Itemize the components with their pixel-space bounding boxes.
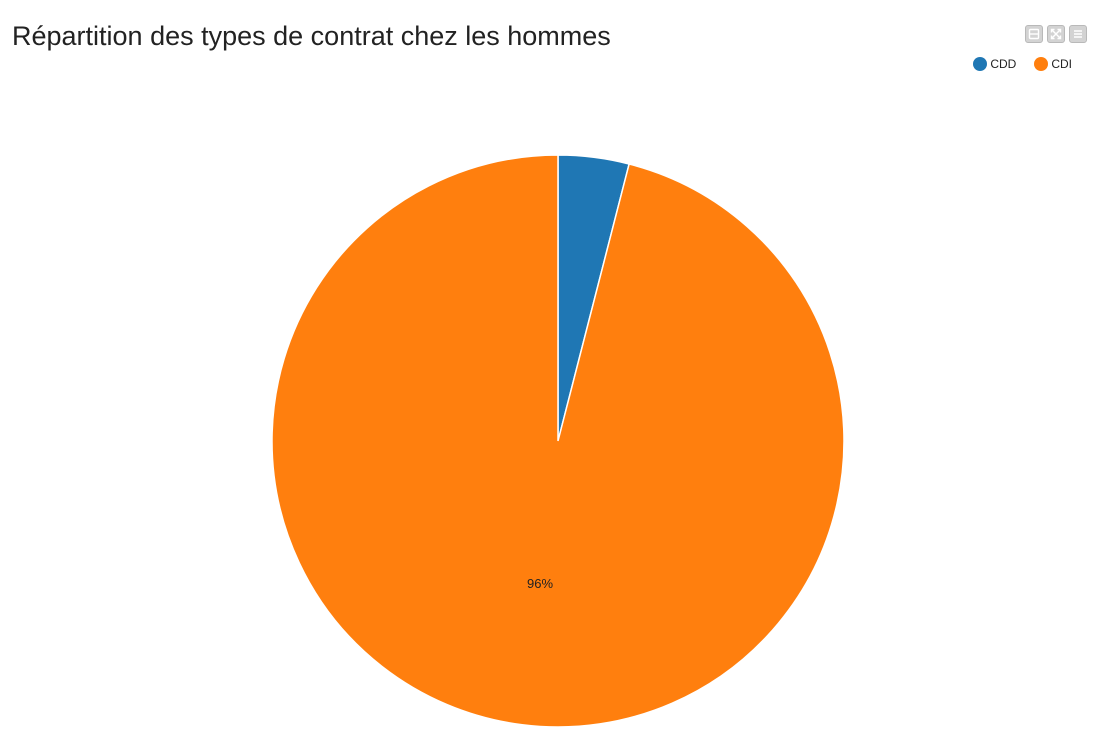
minimize-button[interactable] xyxy=(1025,25,1043,43)
fullscreen-icon xyxy=(1050,28,1062,40)
minimize-icon xyxy=(1028,28,1040,40)
pie-slice-cdi[interactable] xyxy=(271,154,845,728)
legend-item-cdi[interactable]: CDI xyxy=(1034,57,1072,71)
fullscreen-button[interactable] xyxy=(1047,25,1065,43)
slice-label-cdi: 96% xyxy=(527,576,553,591)
chart-toolbar xyxy=(1025,25,1087,43)
legend-item-cdd[interactable]: CDD xyxy=(973,57,1016,71)
legend-swatch xyxy=(973,57,988,71)
menu-button[interactable] xyxy=(1069,25,1087,43)
pie-labels: 96% xyxy=(527,576,553,591)
chart-title: Répartition des types de contrat chez le… xyxy=(12,21,611,51)
menu-icon xyxy=(1074,30,1082,38)
chart-legend: CDD CDI xyxy=(973,57,1072,71)
legend-label: CDD xyxy=(990,57,1017,71)
pie-slices xyxy=(271,154,845,728)
legend-swatch xyxy=(1034,57,1049,71)
legend-label: CDI xyxy=(1051,57,1072,71)
